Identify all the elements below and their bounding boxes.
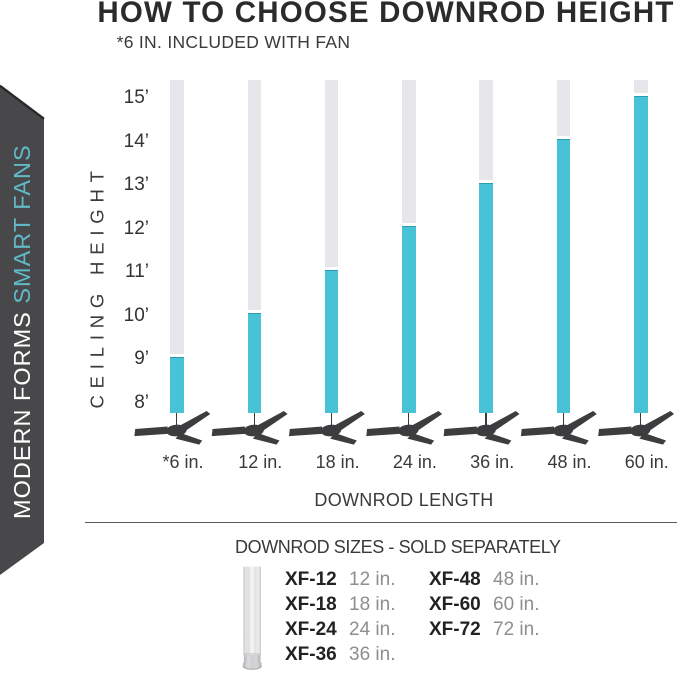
svg-text:MODERN FORMS SMART FANS: MODERN FORMS SMART FANS [9,144,35,519]
